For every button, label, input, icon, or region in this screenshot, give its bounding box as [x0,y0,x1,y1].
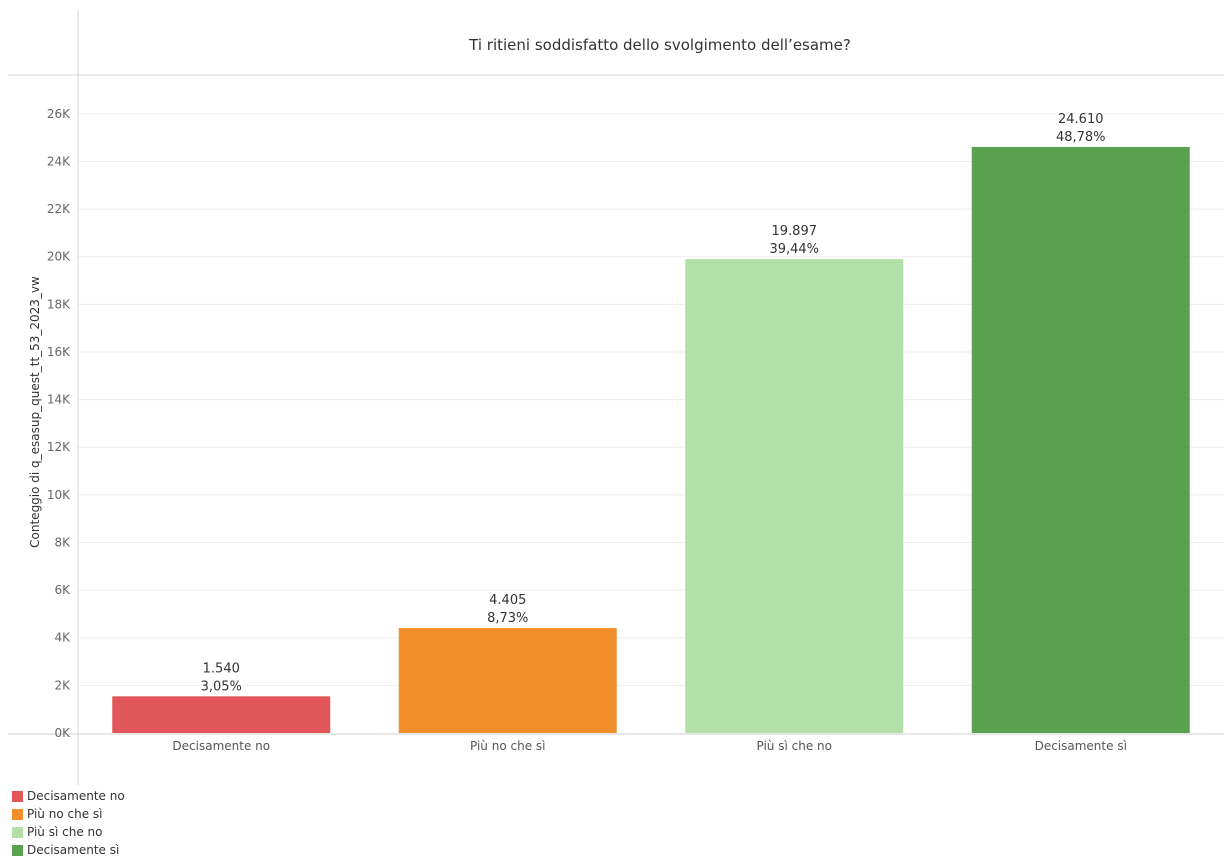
y-tick-label: 26K [47,107,71,121]
y-tick-label: 12K [47,440,71,454]
bar-value-label: 4.405 [489,593,526,608]
legend-swatch [12,808,23,820]
bar-value-label: 19.897 [772,224,818,239]
x-tick-label: Più sì che no [757,739,832,753]
bar [398,628,617,733]
bar-value-label: 24.610 [1058,112,1104,127]
bar-percent-label: 39,44% [769,242,819,257]
bar [112,696,331,733]
legend-label: Decisamente no [27,789,125,803]
legend-swatch [12,844,23,856]
legend-label: Più sì che no [27,825,103,839]
bar-chart: Ti ritieni soddisfatto dello svolgimento… [8,10,1224,785]
y-tick-label: 0K [54,726,71,740]
chart-frame [8,10,1224,785]
bar-percent-label: 8,73% [487,611,528,626]
legend-item[interactable]: Più sì che no [12,823,125,841]
y-tick-label: 22K [47,202,71,216]
legend-item[interactable]: Più no che sì [12,805,125,823]
y-tick-label: 24K [47,154,71,168]
y-axis-label: Conteggio di q_esasup_quest_tt_53_2023_v… [28,276,42,548]
legend-swatch [12,790,23,802]
bar [971,146,1190,733]
bar [685,259,904,733]
legend-item[interactable]: Decisamente sì [12,841,125,859]
x-tick-label: Più no che sì [470,739,545,753]
chart-title: Ti ritieni soddisfatto dello svolgimento… [468,36,851,54]
y-tick-label: 10K [47,488,71,502]
bar-value-label: 1.540 [203,661,240,676]
bar-percent-label: 48,78% [1056,130,1106,145]
x-axis-ticks: Decisamente no Più no che sì Più sì che no… [172,739,1127,753]
legend: Decisamente no Più no che sì Più sì che no… [12,787,125,859]
y-tick-label: 8K [54,535,71,549]
y-tick-label: 20K [47,250,71,264]
data-labels: 1.540 3,05% 4.405 8,73% 19.897 39,44% 24.610 48… [201,112,1106,694]
y-tick-label: 18K [47,297,71,311]
y-tick-label: 4K [54,631,71,645]
y-tick-label: 2K [54,678,71,692]
y-axis-ticks: 0K 2K 4K 6K 8K 10K 12K 14K 16K 18K 20K 22K 24K 26K [47,107,71,740]
x-tick-label: Decisamente no [172,739,270,753]
y-tick-label: 16K [47,345,71,359]
y-tick-label: 6K [54,583,71,597]
y-tick-label: 14K [47,393,71,407]
legend-label: Decisamente sì [27,843,120,857]
bars [112,146,1190,733]
legend-label: Più no che sì [27,807,103,821]
legend-swatch [12,826,23,838]
bar-percent-label: 3,05% [201,679,242,694]
x-tick-label: Decisamente sì [1035,739,1127,753]
legend-item[interactable]: Decisamente no [12,787,125,805]
